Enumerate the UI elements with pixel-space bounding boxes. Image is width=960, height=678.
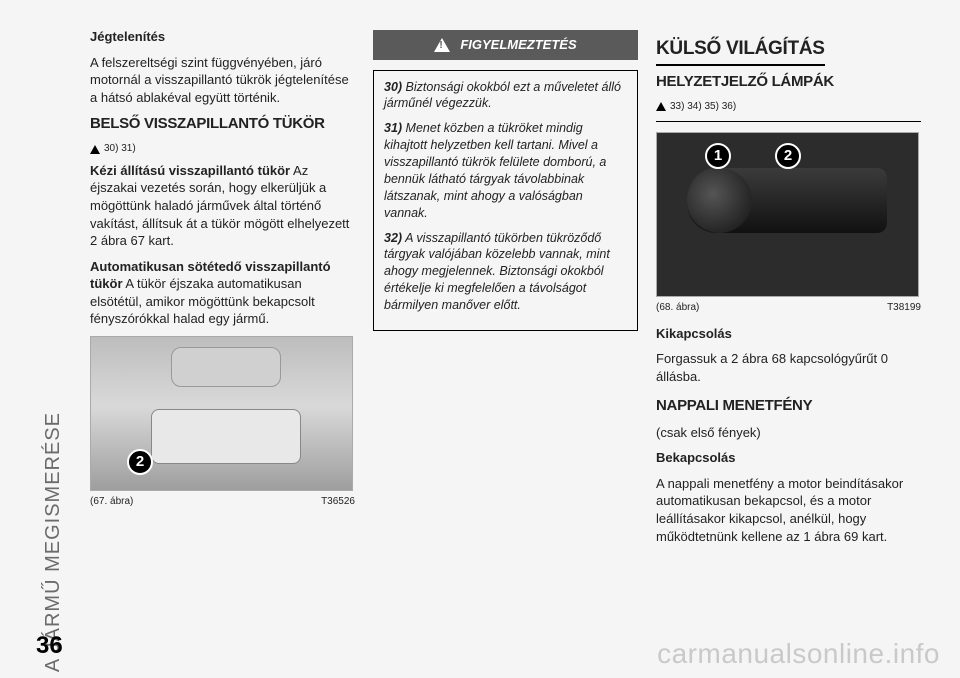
figure-67-image: 2 (90, 336, 353, 491)
column-3: KÜLSŐ VILÁGÍTÁS HELYZETJELZŐ LÁMPÁK 33) … (656, 28, 921, 553)
warning-31-num: 31) (384, 121, 402, 135)
page-number: 36 (36, 632, 63, 660)
figure-67-caption-left: (67. ábra) (90, 495, 133, 509)
label-manual-mirror: Kézi állítású visszapillantó tükör (90, 163, 290, 178)
heading-defrost: Jégtelenítés (90, 28, 355, 46)
figure-67-mirror (151, 409, 301, 464)
warning-30-num: 30) (384, 80, 402, 94)
warning-31-text: Menet közben a tükröket mindig kihajtott… (384, 121, 606, 219)
warning-triangle-icon (656, 102, 666, 111)
figure-67-caption: (67. ábra) T36526 (90, 495, 355, 509)
column-2: FIGYELMEZTETÉS 30) Biztonsági okokból ez… (373, 28, 638, 553)
refs-mirror: 30) 31) (90, 142, 355, 156)
columns: Jégtelenítés A felszereltségi szint függ… (90, 28, 930, 553)
para-on: A nappali menetfény a motor beindításako… (656, 475, 921, 545)
figure-68-caption-right: T38199 (887, 301, 921, 315)
warning-31: 31) Menet közben a tükröket mindig kihaj… (384, 120, 627, 221)
figure-68-caption-left: (68. ábra) (656, 301, 699, 315)
watermark: carmanualsonline.info (657, 638, 940, 670)
para-auto-mirror: Automatikusan sötétedő visszapillantó tü… (90, 258, 355, 328)
figure-67-callout-2: 2 (127, 449, 153, 475)
figure-67: 2 (67. ábra) T36526 (90, 336, 355, 509)
warning-32: 32) A visszapillantó tükörben tükröződő … (384, 230, 627, 314)
figure-68-stalk-knob (687, 168, 752, 233)
para-defrost: A felszereltségi szint függvényében, jár… (90, 54, 355, 107)
heading-on: Bekapcsolás (656, 449, 921, 467)
para-manual-mirror: Kézi állítású visszapillantó tükör Az éj… (90, 162, 355, 250)
warning-bar: FIGYELMEZTETÉS (373, 30, 638, 60)
divider (656, 121, 921, 122)
warning-32-text: A visszapillantó tükörben tükröződő tárg… (384, 231, 610, 313)
figure-67-ceiling-console (171, 347, 281, 387)
warning-bar-triangle-icon (434, 38, 450, 52)
figure-67-caption-right: T36526 (321, 495, 355, 509)
heading-drl: NAPPALI MENETFÉNY (656, 396, 921, 416)
warning-box: 30) Biztonsági okokból ezt a műveletet á… (373, 70, 638, 331)
warning-32-num: 32) (384, 231, 402, 245)
para-off: Forgassuk a 2 ábra 68 kapcsológyűrűt 0 á… (656, 350, 921, 385)
refs-mirror-text: 30) 31) (104, 142, 136, 156)
heading-interior-mirror: BELSŐ VISSZAPILLANTÓ TÜKÖR (90, 114, 355, 134)
figure-68-image: 1 2 (656, 132, 919, 297)
column-1: Jégtelenítés A felszereltségi szint függ… (90, 28, 355, 553)
manual-page: A JÁRMŰ MEGISMERÉSE Jégtelenítés A felsz… (0, 0, 960, 678)
figure-68-caption: (68. ábra) T38199 (656, 301, 921, 315)
heading-off: Kikapcsolás (656, 325, 921, 343)
warning-bar-title: FIGYELMEZTETÉS (460, 36, 576, 54)
refs-position-lamps: 33) 34) 35) 36) (656, 100, 921, 114)
heading-external-lighting: KÜLSŐ VILÁGÍTÁS (656, 36, 825, 66)
para-drl-note: (csak első fények) (656, 424, 921, 442)
text-auto-mirror: A tükör éjszaka automatikusan elsötétül,… (90, 276, 315, 326)
heading-position-lamps: HELYZETJELZŐ LÁMPÁK (656, 72, 921, 92)
warning-30-text: Biztonsági okokból ezt a műveletet álló … (384, 80, 621, 111)
side-tab: A JÁRMŰ MEGISMERÉSE (42, 22, 74, 412)
warning-triangle-icon (90, 145, 100, 154)
figure-68: 1 2 (68. ábra) T38199 (656, 132, 921, 315)
warning-30: 30) Biztonsági okokból ezt a műveletet á… (384, 79, 627, 113)
refs-position-lamps-text: 33) 34) 35) 36) (670, 100, 736, 114)
